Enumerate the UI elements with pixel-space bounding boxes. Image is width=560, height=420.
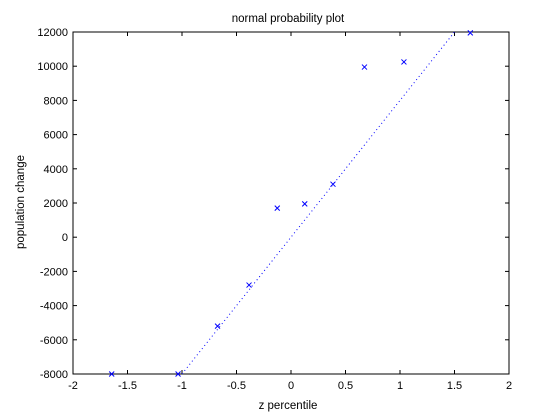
y-tick-label: 8000	[44, 95, 68, 107]
data-point	[108, 371, 115, 377]
axis-ticks: -2 -1.5 -1 -0.5 0 0.5 1 1.5 2 -8000 -6000 -4000 -200…	[37, 27, 512, 392]
plot-area	[72, 31, 510, 375]
y-tick-label: 6000	[44, 130, 68, 142]
y-axis-label: population change	[15, 155, 27, 249]
data-point	[214, 323, 221, 329]
data-point	[467, 30, 474, 36]
x-axis-label: z percentile	[259, 400, 318, 412]
x-tick-label: 1.5	[447, 380, 462, 392]
x-tick-label: -2	[68, 380, 78, 392]
x-tick-label: 0	[288, 380, 294, 392]
y-tick-label: 10000	[37, 61, 68, 73]
x-tick-label: 2	[506, 380, 512, 392]
y-tick-label: 4000	[44, 164, 68, 176]
chart-title: normal probability plot	[232, 13, 345, 25]
data-point	[301, 201, 308, 207]
x-tick-label: 0.5	[338, 380, 353, 392]
y-tick-label: 0	[62, 232, 68, 244]
y-tick-label: -8000	[40, 369, 68, 381]
x-tick-label: -1	[177, 380, 187, 392]
x-tick-label: 1	[397, 380, 403, 392]
y-tick-label: 2000	[44, 198, 68, 210]
data-point	[361, 64, 368, 70]
y-tick-label: -4000	[40, 301, 68, 313]
x-tick-label: -1.5	[118, 380, 137, 392]
data-point	[401, 59, 407, 65]
data-point	[246, 282, 252, 288]
y-tick-label: -6000	[40, 335, 68, 347]
data-point	[274, 205, 281, 211]
y-tick-label: -2000	[40, 266, 68, 278]
x-tick-label: -0.5	[227, 380, 246, 392]
reference-line	[181, 31, 455, 375]
y-tick-label: 12000	[37, 27, 68, 39]
data-points	[108, 30, 474, 377]
reference-line-group	[181, 31, 455, 375]
data-point	[175, 371, 181, 377]
data-point	[330, 181, 336, 188]
